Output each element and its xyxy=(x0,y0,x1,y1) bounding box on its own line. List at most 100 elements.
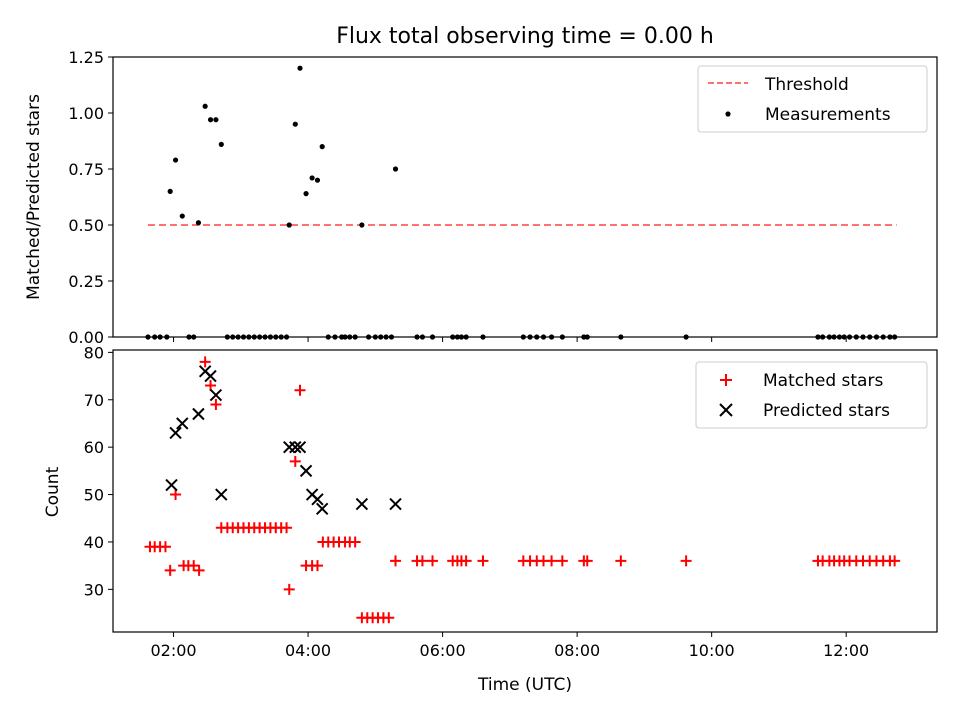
measurement-point xyxy=(207,117,214,123)
matched-star-point xyxy=(199,356,211,368)
measurement-point xyxy=(548,334,555,340)
measurement-point xyxy=(388,334,395,340)
matched-star-point xyxy=(159,541,171,553)
x-tick-label: 04:00 xyxy=(285,641,331,660)
measurement-point xyxy=(892,334,898,340)
measurement-point xyxy=(383,334,389,340)
measurement-point xyxy=(820,334,826,340)
y-tick-label: 60 xyxy=(84,438,104,457)
measurement-point xyxy=(314,177,321,183)
matched-star-point xyxy=(188,560,200,572)
measurement-point xyxy=(172,157,179,163)
measurement-point xyxy=(873,334,880,340)
measurement-point xyxy=(534,334,540,340)
measurement-point xyxy=(286,222,292,228)
y-tick-label: 1.00 xyxy=(68,104,104,123)
legend-predicted-swatch xyxy=(719,403,733,417)
plot-marks xyxy=(144,356,901,624)
measurement-point xyxy=(815,334,821,340)
measurement-point xyxy=(683,334,689,340)
matched-star-point xyxy=(205,380,217,392)
measurement-point xyxy=(246,334,252,340)
measurement-point xyxy=(584,334,590,340)
y-tick-label: 50 xyxy=(84,486,104,505)
measurement-point xyxy=(325,334,331,340)
matched-star-point xyxy=(615,555,627,567)
measurement-point xyxy=(251,334,257,340)
y-axis-label: Count xyxy=(43,466,63,517)
measurement-point xyxy=(224,334,230,340)
predicted-star-point xyxy=(315,502,329,515)
legend-measurements-swatch xyxy=(725,111,731,117)
measurement-point xyxy=(167,188,173,194)
legend: Matched stars Predicted stars xyxy=(695,361,928,429)
matched-star-point xyxy=(311,560,323,572)
predicted-star-point xyxy=(299,464,313,478)
predicted-star-point xyxy=(293,440,307,454)
matched-star-point xyxy=(283,583,295,595)
measurement-point xyxy=(213,117,219,123)
measurement-point xyxy=(352,334,358,340)
measurement-point xyxy=(359,222,365,228)
measurement-point xyxy=(618,334,624,340)
y-tick-label: 1.25 xyxy=(68,48,104,67)
matched-star-point xyxy=(349,536,361,548)
y-tick-label: 40 xyxy=(84,533,104,552)
measurement-point xyxy=(278,334,284,340)
matched-star-point xyxy=(680,555,692,567)
matched-star-point xyxy=(477,555,489,567)
y-tick-label: 80 xyxy=(84,343,104,362)
measurement-point xyxy=(527,334,533,340)
measurement-point xyxy=(826,334,832,340)
measurement-point xyxy=(853,334,859,340)
measurement-point xyxy=(145,334,151,340)
x-axis-label: Time (UTC) xyxy=(477,675,572,695)
measurement-point xyxy=(846,334,853,340)
measurement-point xyxy=(257,334,263,340)
measurement-point xyxy=(157,334,163,340)
x-tick-label: 12:00 xyxy=(823,641,869,660)
x-tick-label: 02:00 xyxy=(150,641,196,660)
matched-star-point xyxy=(294,384,306,396)
measurement-point xyxy=(235,334,241,340)
measurement-point xyxy=(195,220,202,226)
predicted-star-point xyxy=(176,417,189,430)
measurement-point xyxy=(880,334,886,340)
measurement-point xyxy=(292,121,298,127)
measurement-point xyxy=(480,334,486,340)
matched-star-point xyxy=(164,564,176,576)
legend-box xyxy=(697,65,928,133)
matched-star-point xyxy=(581,555,593,567)
legend-matched-label: Matched stars xyxy=(763,371,883,391)
measurement-point xyxy=(342,334,348,340)
predicted-star-point xyxy=(311,493,324,506)
matched-star-point xyxy=(170,489,182,501)
y-tick-label: 30 xyxy=(84,580,104,599)
predicted-star-point xyxy=(289,440,302,454)
measurement-point xyxy=(559,334,565,340)
measurement-point xyxy=(230,334,236,340)
matched-star-point xyxy=(546,555,558,567)
measurement-point xyxy=(454,334,460,340)
measurement-point xyxy=(332,334,338,340)
plot-marks xyxy=(145,65,898,340)
predicted-star-point xyxy=(169,426,182,440)
x-tick-label: 10:00 xyxy=(689,641,735,660)
measurement-point xyxy=(273,334,279,340)
measurement-point xyxy=(520,334,526,340)
legend: Threshold Measurements xyxy=(697,65,928,133)
matched-star-point xyxy=(460,555,472,567)
measurement-point xyxy=(841,334,847,340)
measurement-point xyxy=(463,334,469,340)
measurement-point xyxy=(392,166,399,172)
measurement-point xyxy=(887,334,893,340)
matched-star-point xyxy=(889,555,901,567)
measurement-point xyxy=(867,334,873,340)
measurement-point xyxy=(429,334,436,340)
matched-star-point xyxy=(390,555,402,567)
matched-star-point xyxy=(289,455,301,467)
measurement-point xyxy=(152,334,158,340)
predicted-star-point xyxy=(215,488,228,501)
flux-ratio-panel: Flux total observing time = 0.00 h 0.000… xyxy=(24,24,938,347)
